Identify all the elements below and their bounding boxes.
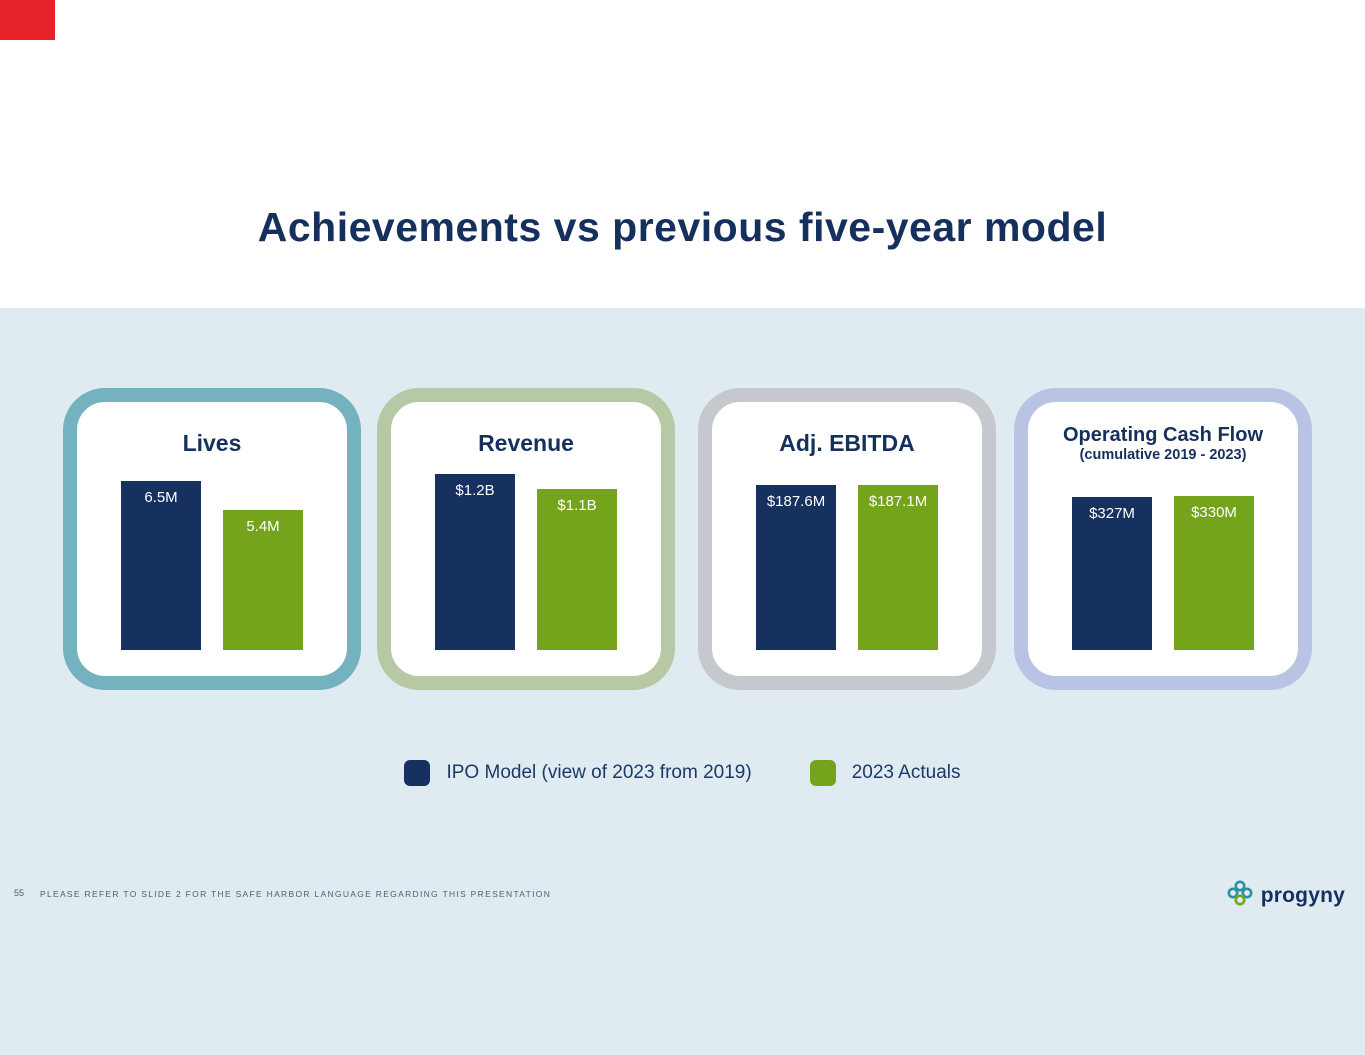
red-accent-block [0, 0, 55, 40]
card-title: Operating Cash Flow [1062, 424, 1264, 446]
legend-swatch-navy [404, 760, 431, 786]
card-lives: Lives 6.5M 5.4M [63, 388, 361, 690]
safe-harbor-disclaimer: PLEASE REFER TO SLIDE 2 FOR THE SAFE HAR… [40, 889, 552, 899]
bar-ipo-model: 6.5M [121, 481, 201, 650]
progyny-logo-icon [1223, 876, 1257, 915]
bar-value-label: $1.2B [455, 482, 495, 499]
legend-label: IPO Model (view of 2023 from 2019) [446, 762, 752, 783]
bar-value-label: 6.5M [144, 489, 178, 506]
legend-label: 2023 Actuals [851, 762, 961, 783]
chart-legend: IPO Model (view of 2023 from 2019) 2023 … [0, 760, 1365, 786]
bar-value-label: $187.1M [868, 493, 928, 510]
legend-swatch-green [809, 760, 836, 786]
footer: 55 PLEASE REFER TO SLIDE 2 FOR THE SAFE … [0, 880, 1365, 916]
bar-value-label: $327M [1089, 505, 1135, 522]
legend-item-2023-actuals: 2023 Actuals [809, 760, 961, 786]
bar-2023-actuals: $330M [1174, 496, 1254, 650]
page-number: 55 [14, 888, 25, 898]
bar-chart: $1.2B $1.1B [391, 474, 661, 650]
progyny-logo: progyny [1223, 876, 1345, 915]
bar-chart: $187.6M $187.1M [712, 485, 982, 650]
bar-2023-actuals: 5.4M [223, 510, 303, 650]
card-title: Revenue [478, 430, 574, 456]
card-subtitle: (cumulative 2019 - 2023) [1079, 447, 1247, 463]
progyny-logo-text: progyny [1260, 883, 1345, 907]
card-adj-ebitda: Adj. EBITDA $187.6M $187.1M [698, 388, 996, 690]
bar-chart: 6.5M 5.4M [77, 481, 347, 650]
bar-2023-actuals: $187.1M [858, 485, 938, 650]
bar-ipo-model: $327M [1072, 497, 1152, 650]
card-revenue: Revenue $1.2B $1.1B [377, 388, 675, 690]
bar-chart: $327M $330M [1028, 496, 1298, 650]
bar-value-label: $330M [1191, 504, 1237, 521]
bar-value-label: $187.6M [766, 493, 826, 510]
legend-item-ipo-model: IPO Model (view of 2023 from 2019) [404, 760, 752, 786]
card-title: Lives [182, 430, 242, 456]
bar-value-label: $1.1B [557, 497, 597, 514]
card-title: Adj. EBITDA [779, 430, 915, 456]
card-operating-cash-flow: Operating Cash Flow (cumulative 2019 - 2… [1014, 388, 1312, 690]
bar-ipo-model: $1.2B [435, 474, 515, 650]
page-title: Achievements vs previous five-year model [257, 204, 1108, 250]
bar-ipo-model: $187.6M [756, 485, 836, 650]
bar-value-label: 5.4M [246, 518, 280, 535]
bar-2023-actuals: $1.1B [537, 489, 617, 650]
